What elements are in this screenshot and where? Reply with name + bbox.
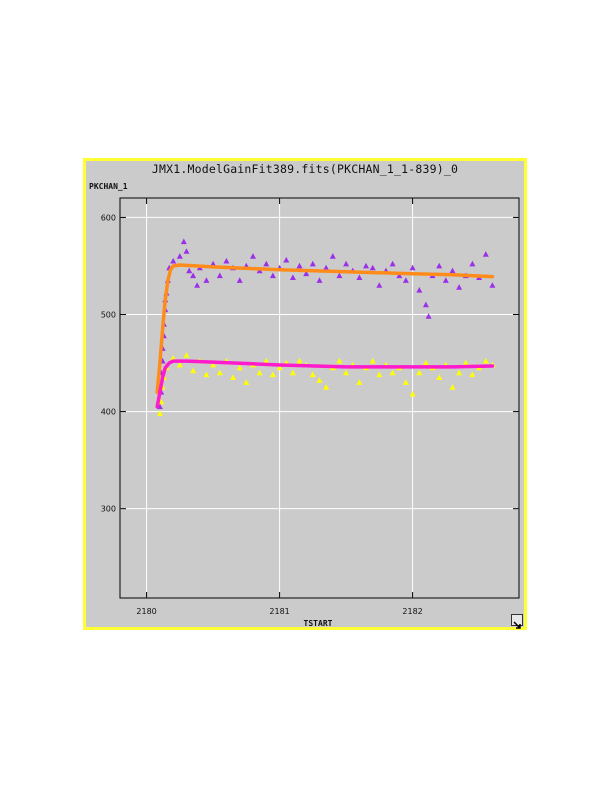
series-0-point [296, 262, 303, 269]
series-0-point [250, 253, 256, 259]
series-0-point [183, 248, 190, 254]
series-1-point [276, 364, 283, 371]
series-1-point [156, 410, 163, 416]
series-0-point [190, 272, 197, 279]
x-tick-label: 2182 [402, 607, 422, 616]
series-1-point [416, 369, 423, 376]
series-0-point [482, 251, 489, 257]
series-0-point [356, 274, 363, 280]
series-1-point [203, 371, 210, 378]
series-0-point [329, 253, 336, 259]
y-axis-label: PKCHAN_1 [89, 182, 128, 191]
series-0-point [203, 277, 210, 283]
series-1-point [216, 369, 223, 376]
series-0-point [396, 272, 403, 279]
series-1-point [343, 369, 350, 376]
series-1-point [210, 361, 217, 368]
series-3-line [155, 359, 495, 409]
series-0-point [170, 257, 177, 264]
series-1-point [158, 398, 165, 405]
series-1-point [289, 369, 296, 376]
series-0-point [263, 260, 270, 267]
y-tick-label: 600 [101, 213, 116, 222]
series-1-point [456, 369, 463, 376]
series-0-point [363, 262, 369, 269]
series-0-point [456, 284, 463, 290]
series-1-point [356, 379, 363, 385]
series-1-point [263, 357, 270, 364]
series-0-point [180, 238, 187, 245]
series-1-point [376, 371, 383, 378]
x-tick-label: 2181 [269, 607, 289, 616]
series-0-point [283, 256, 290, 263]
series-0-point [343, 260, 350, 267]
series-0-point [216, 272, 223, 279]
series-1-point [323, 384, 330, 390]
series-0-point [176, 253, 183, 259]
plot-frame [119, 197, 520, 599]
series-1-point [170, 355, 177, 361]
series-1-point [402, 379, 409, 385]
series-0-point [442, 277, 449, 283]
y-tick-label: 500 [101, 311, 116, 320]
series-1-point [256, 369, 263, 376]
series-0-point [336, 272, 343, 279]
series-0-point [210, 260, 217, 267]
series-1-point [316, 377, 323, 383]
series-1-point [190, 367, 197, 374]
series-0-point [194, 282, 201, 288]
series-0-point [489, 282, 496, 288]
series-0-point [269, 272, 276, 279]
series-1-point [449, 384, 456, 390]
series-0-point [425, 313, 432, 319]
series-1-point [236, 364, 243, 371]
series-0-point [436, 262, 443, 269]
series-1-point [336, 357, 343, 364]
series-0-point [409, 264, 416, 271]
chart-title: JMX1.ModelGainFit389.fits(PKCHAN_1_1-839… [151, 162, 459, 176]
series-0-point [289, 274, 296, 280]
series-0-point [369, 264, 376, 271]
series-0-point [402, 277, 409, 283]
series-0-point [323, 264, 330, 271]
series-2-line [155, 263, 495, 394]
series-1-point [176, 361, 183, 368]
series-1-point [409, 390, 416, 397]
series-1-point [243, 379, 250, 385]
x-tick-label: 2180 [136, 607, 156, 616]
series-1-point [230, 374, 236, 380]
series-0-point [316, 277, 323, 283]
y-tick-label: 300 [101, 505, 116, 514]
series-0-point [186, 267, 193, 274]
series-0-point [309, 260, 316, 267]
series-0-point [223, 257, 230, 264]
resize-icon[interactable] [511, 614, 523, 629]
series-1-point [422, 359, 429, 366]
x-axis-label: TSTART [304, 619, 333, 627]
series-1-point [462, 359, 469, 366]
plot-window: JMX1.ModelGainFit389.fits(PKCHAN_1_1-839… [83, 158, 527, 630]
series-0-point [389, 260, 396, 267]
plot-area-svg: 300 400 500 600 2180 2181 2182 TSTART [101, 197, 520, 627]
series-1-point [269, 371, 276, 378]
series-0-point [303, 270, 310, 277]
series-0-point [422, 301, 429, 308]
series-0-point [416, 287, 423, 293]
series-1-point [183, 352, 190, 358]
series-1-point [436, 374, 443, 380]
series-1-point [482, 357, 489, 364]
series-1-point [469, 371, 476, 378]
series-0-point [449, 267, 456, 274]
series-0-point [469, 260, 476, 267]
y-tick-label: 400 [101, 408, 116, 417]
series-1-point [389, 369, 396, 376]
series-1-point [369, 357, 376, 364]
series-0-point [376, 282, 383, 288]
series-0-point [236, 277, 243, 283]
series-1-point [309, 371, 316, 378]
series-1-point [296, 357, 303, 364]
